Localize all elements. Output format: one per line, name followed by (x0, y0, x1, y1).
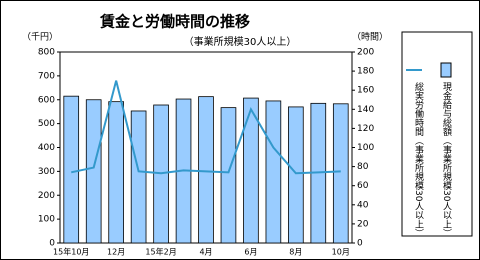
bar (288, 106, 304, 244)
y2-tick-label: 160 (357, 86, 374, 96)
bar (130, 110, 147, 244)
y-tick-label: 600 (38, 95, 55, 105)
y-tick-label: 700 (38, 71, 55, 81)
legend-label: 現金給与総額（事業所規模30人以上） (441, 82, 452, 238)
bar (198, 96, 214, 244)
y-tick-label: 0 (49, 239, 55, 249)
y2-tick-label: 40 (357, 200, 369, 210)
y2-tick-label: 140 (357, 105, 374, 115)
x-tick-label: 15年2月 (145, 247, 176, 257)
x-tick-label: 10月 (332, 248, 350, 257)
x-tick-label: 15年10月 (53, 247, 89, 257)
bar (85, 99, 102, 244)
y2-tick-label: 200 (357, 48, 374, 58)
y2-tick-label: 20 (357, 219, 369, 229)
bar (220, 107, 237, 244)
x-tick-label: 4月 (199, 248, 212, 257)
y-axis-label: （千円） (22, 32, 58, 43)
chart-title: 賃金と労働時間の推移 (99, 13, 250, 31)
bar (243, 97, 259, 244)
legend-label: 総実労働時間（事業所規模30人以上） (413, 81, 424, 238)
x-tick-label: 8月 (289, 248, 302, 257)
y2-tick-label: 100 (357, 143, 374, 153)
y2-tick-label: 180 (357, 67, 374, 77)
y2-tick-label: 0 (357, 239, 363, 249)
y-tick-label: 300 (38, 167, 55, 177)
bar (332, 103, 349, 244)
bar (63, 95, 80, 244)
x-tick-label: 12月 (107, 248, 125, 257)
bar (265, 100, 282, 244)
y2-tick-label: 120 (357, 124, 374, 134)
legend (401, 31, 473, 237)
y2-tick-label: 60 (357, 181, 369, 191)
y-tick-label: 800 (38, 48, 55, 58)
y2-tick-label: 80 (357, 162, 369, 172)
y2-axis-label: （時間） (352, 32, 388, 43)
bar (108, 101, 124, 244)
y-tick-label: 200 (38, 191, 55, 201)
y-tick-label: 100 (38, 215, 55, 225)
legend-swatch (440, 62, 452, 78)
y-tick-label: 500 (38, 119, 55, 129)
chart-subtitle: （事業所規模30人以上） (184, 35, 297, 48)
x-tick-label: 6月 (244, 248, 257, 257)
y-tick-label: 400 (38, 143, 55, 153)
line (71, 80, 341, 175)
